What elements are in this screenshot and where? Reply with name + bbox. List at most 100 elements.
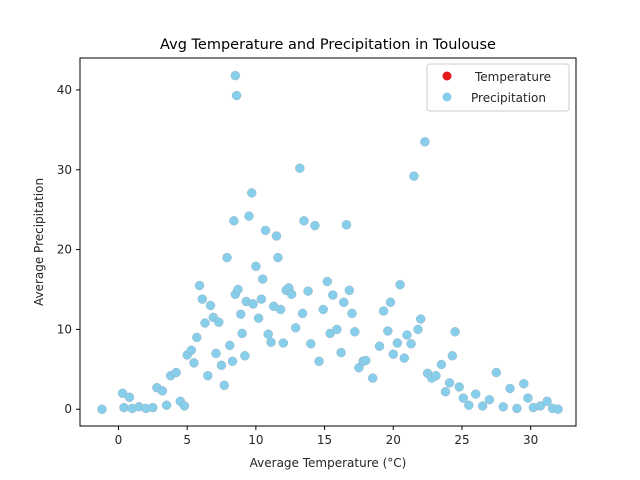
data-point — [406, 339, 416, 349]
data-point — [97, 404, 107, 414]
data-point — [505, 383, 515, 394]
data-point — [278, 338, 288, 348]
data-point — [271, 231, 282, 241]
data-point — [227, 356, 238, 366]
data-point — [322, 276, 332, 287]
points-layer — [97, 70, 563, 414]
data-point — [350, 327, 360, 337]
legend-marker-temperature — [442, 71, 452, 81]
data-point — [388, 349, 398, 359]
data-point — [297, 308, 308, 319]
legend: Temperature Precipitation — [426, 63, 570, 112]
data-point — [523, 393, 533, 403]
data-point — [186, 345, 197, 355]
data-point — [447, 351, 457, 361]
data-point — [535, 401, 545, 411]
x-tick-label: 25 — [454, 433, 469, 447]
data-point — [374, 341, 385, 351]
data-point — [498, 402, 508, 412]
data-point — [286, 289, 297, 299]
data-point — [310, 220, 320, 231]
data-point — [368, 373, 378, 383]
data-point — [222, 252, 232, 263]
data-point — [484, 395, 495, 405]
data-point — [216, 360, 227, 370]
data-point — [553, 404, 563, 414]
data-point — [248, 299, 258, 309]
x-tick-label: 10 — [248, 433, 263, 447]
data-point — [344, 285, 354, 295]
data-point — [431, 371, 441, 381]
data-point — [395, 280, 405, 290]
data-point — [200, 318, 210, 328]
data-point — [295, 163, 305, 173]
data-point — [275, 304, 286, 315]
data-point — [157, 386, 168, 396]
data-point — [477, 401, 488, 411]
data-point — [436, 359, 447, 370]
x-tick-label: 0 — [115, 433, 123, 447]
data-point — [542, 396, 552, 406]
y-tick-label: 40 — [57, 83, 72, 97]
data-point — [378, 306, 389, 316]
legend-box — [426, 63, 570, 112]
y-tick-label: 0 — [64, 402, 72, 416]
data-point — [440, 387, 451, 397]
data-point — [306, 339, 316, 349]
data-point — [291, 323, 301, 333]
data-point — [336, 347, 346, 358]
data-point — [211, 348, 221, 359]
data-point — [361, 355, 371, 366]
data-point — [225, 340, 235, 351]
data-point — [124, 392, 135, 402]
data-point — [230, 70, 241, 81]
data-point — [303, 286, 313, 296]
data-point — [299, 216, 309, 226]
data-point — [253, 313, 264, 323]
legend-label-temperature: Temperature — [474, 70, 551, 84]
data-point — [260, 225, 271, 236]
data-point — [491, 367, 501, 378]
chart-title: Avg Temperature and Precipitation in Tou… — [160, 37, 496, 53]
data-point — [339, 297, 349, 307]
data-point — [273, 252, 283, 263]
y-tick-label: 10 — [57, 322, 72, 336]
data-point — [314, 356, 324, 366]
x-axis: 0 5 10 15 20 25 30 — [115, 426, 538, 447]
y-tick-label: 30 — [57, 163, 72, 177]
data-point — [444, 378, 455, 388]
data-point — [402, 330, 412, 340]
data-point — [171, 367, 181, 378]
data-point — [161, 400, 172, 410]
data-point — [237, 328, 247, 339]
data-point — [263, 329, 273, 339]
data-point — [192, 332, 202, 343]
data-point — [454, 382, 464, 392]
x-tick-label: 20 — [386, 433, 401, 447]
data-point — [229, 216, 239, 226]
data-point — [512, 403, 522, 414]
plot-frame — [79, 57, 577, 427]
data-point — [194, 280, 205, 291]
data-point — [197, 294, 208, 304]
data-point — [256, 294, 267, 304]
data-point — [458, 393, 468, 403]
data-point — [148, 402, 158, 413]
data-point — [413, 324, 423, 335]
data-point — [246, 188, 257, 198]
data-point — [240, 351, 250, 361]
data-point — [383, 326, 393, 336]
x-axis-label: Average Temperature (°C) — [250, 456, 407, 470]
data-point — [189, 358, 199, 368]
data-point — [231, 90, 242, 101]
data-point — [328, 290, 338, 300]
legend-label-precipitation: Precipitation — [471, 91, 546, 105]
data-point — [318, 304, 328, 315]
y-axis: 0 10 20 30 40 — [57, 83, 80, 416]
data-point — [399, 353, 409, 363]
y-axis-label: Average Precipitation — [32, 178, 46, 306]
data-point — [203, 371, 213, 381]
data-point — [205, 300, 216, 311]
data-point — [332, 324, 342, 335]
